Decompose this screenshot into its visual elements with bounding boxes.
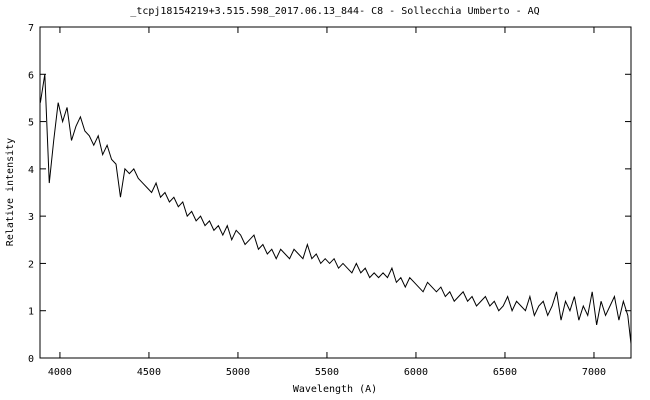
x-tick-label: 6000 [404,367,428,378]
plot-frame [39,26,632,359]
x-tick-label: 4000 [48,367,72,378]
chart-title: _tcpj18154219+3.515.598_2017.06.13_844- … [130,6,539,17]
x-tick-label: 7000 [582,367,606,378]
y-tick-label: 1 [28,307,34,318]
x-tick-label: 4500 [137,367,161,378]
x-tick-label: 6500 [493,367,517,378]
y-axis-label: Relative intensity [5,138,16,246]
x-tick-label: 5000 [226,367,250,378]
y-tick-label: 5 [28,118,34,129]
y-tick-label: 0 [28,354,34,365]
spectrum-line [39,74,632,344]
y-tick-label: 2 [28,259,34,270]
y-tick-label: 7 [28,23,34,34]
y-tick-label: 3 [28,212,34,223]
x-axis-label: Wavelength (A) [293,384,377,395]
y-tick-label: 4 [28,165,34,176]
x-tick-label: 5500 [315,367,339,378]
y-tick-label: 6 [28,70,34,81]
